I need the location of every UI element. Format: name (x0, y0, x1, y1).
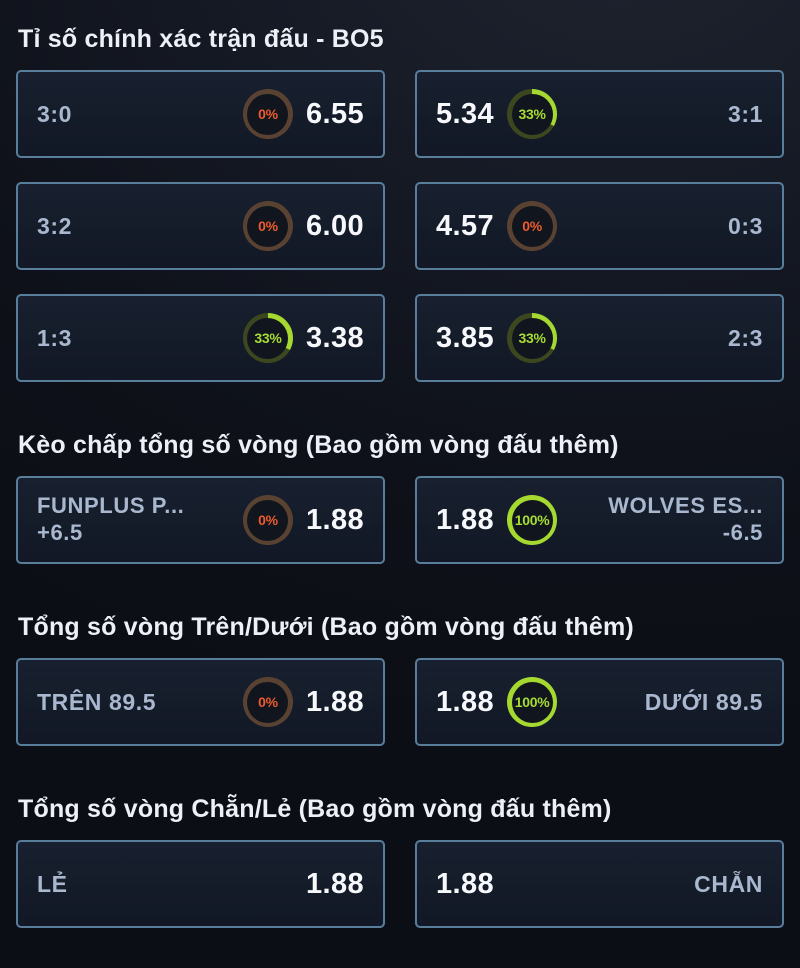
section-correct-score: Tỉ số chính xác trận đấu - BO5 3:0 0% 6.… (16, 24, 784, 382)
probability-ring: 100% (507, 677, 558, 727)
bet-label: FUNPLUS P... +6.5 (37, 493, 230, 547)
probability-ring: 0% (242, 677, 293, 727)
bet-option-over[interactable]: TRÊN 89.5 0% 1.88 (16, 658, 385, 746)
probability-value: 100% (514, 694, 550, 710)
bet-label: 3:1 (727, 100, 763, 127)
probability-ring: 0% (242, 201, 293, 251)
bet-label: 3:2 (37, 212, 73, 239)
section-round-handicap: Kèo chấp tổng số vòng (Bao gồm vòng đấu … (16, 430, 784, 564)
bet-option-handicap-away[interactable]: 1.88 100% WOLVES ES... -6.5 (415, 476, 784, 564)
bet-label: TRÊN 89.5 (37, 688, 157, 715)
probability-value: 33% (518, 106, 546, 122)
probability-ring: 100% (507, 495, 558, 545)
odds-value: 4.57 (436, 209, 495, 242)
probability-value: 0% (258, 694, 278, 710)
odds-grid: LẺ 1.88 1.88 CHẴN (16, 840, 784, 928)
probability-value: 0% (522, 218, 542, 234)
bet-label: CHẴN (694, 870, 763, 897)
section-odd-even: Tổng số vòng Chẵn/Lẻ (Bao gồm vòng đấu t… (16, 794, 784, 928)
bet-label: 3:0 (37, 100, 73, 127)
bet-option-3-2[interactable]: 3:2 0% 6.00 (16, 182, 385, 270)
odds-grid: TRÊN 89.5 0% 1.88 1.88 100% DƯỚI 89.5 (16, 658, 784, 746)
bet-label: 2:3 (727, 324, 763, 351)
bet-option-under[interactable]: 1.88 100% DƯỚI 89.5 (415, 658, 784, 746)
odds-value: 1.88 (305, 867, 364, 900)
odds-value: 3.38 (305, 321, 364, 354)
team-name: FUNPLUS P... (37, 493, 185, 519)
betting-markets-panel: Tỉ số chính xác trận đấu - BO5 3:0 0% 6.… (16, 24, 784, 928)
odds-grid: FUNPLUS P... +6.5 0% 1.88 1.88 100% WOLV… (16, 476, 784, 564)
odds-value: 6.55 (305, 97, 364, 130)
probability-value: 33% (518, 330, 546, 346)
handicap-value: +6.5 (37, 520, 83, 545)
bet-label: 1:3 (37, 324, 73, 351)
bet-label: WOLVES ES... -6.5 (570, 493, 763, 547)
probability-value: 0% (258, 512, 278, 528)
probability-value: 33% (254, 330, 282, 346)
handicap-value: -6.5 (722, 520, 763, 545)
probability-ring: 0% (507, 201, 558, 251)
odds-value: 1.88 (436, 685, 495, 718)
odds-value: 3.85 (436, 321, 495, 354)
probability-value: 100% (514, 512, 550, 528)
probability-ring: 33% (242, 313, 293, 363)
section-title: Kèo chấp tổng số vòng (Bao gồm vòng đấu … (18, 431, 619, 459)
odds-value: 1.88 (305, 503, 364, 536)
bet-option-odd[interactable]: LẺ 1.88 (16, 840, 385, 928)
probability-ring: 0% (242, 89, 293, 139)
bet-option-even[interactable]: 1.88 CHẴN (415, 840, 784, 928)
section-title: Tổng số vòng Trên/Dưới (Bao gồm vòng đấu… (18, 613, 634, 641)
odds-value: 6.00 (305, 209, 364, 242)
bet-option-3-0[interactable]: 3:0 0% 6.55 (16, 70, 385, 158)
odds-value: 5.34 (436, 97, 495, 130)
probability-ring: 0% (242, 495, 293, 545)
bet-option-handicap-home[interactable]: FUNPLUS P... +6.5 0% 1.88 (16, 476, 385, 564)
section-title: Tổng số vòng Chẵn/Lẻ (Bao gồm vòng đấu t… (18, 795, 612, 823)
bet-label: LẺ (37, 870, 68, 897)
probability-value: 0% (258, 106, 278, 122)
bet-option-0-3[interactable]: 4.57 0% 0:3 (415, 182, 784, 270)
bet-option-3-1[interactable]: 5.34 33% 3:1 (415, 70, 784, 158)
odds-grid: 3:0 0% 6.55 5.34 33% 3:1 3:2 0% 6.00 4.5… (16, 70, 784, 382)
section-title: Tỉ số chính xác trận đấu - BO5 (18, 25, 384, 53)
bet-label: 0:3 (727, 212, 763, 239)
odds-value: 1.88 (436, 503, 495, 536)
odds-value: 1.88 (305, 685, 364, 718)
odds-value: 1.88 (436, 867, 495, 900)
team-name: WOLVES ES... (608, 493, 763, 519)
bet-option-2-3[interactable]: 3.85 33% 2:3 (415, 294, 784, 382)
probability-ring: 33% (507, 313, 558, 363)
probability-value: 0% (258, 218, 278, 234)
section-over-under: Tổng số vòng Trên/Dưới (Bao gồm vòng đấu… (16, 612, 784, 746)
probability-ring: 33% (507, 89, 558, 139)
bet-option-1-3[interactable]: 1:3 33% 3.38 (16, 294, 385, 382)
bet-label: DƯỚI 89.5 (644, 688, 763, 715)
